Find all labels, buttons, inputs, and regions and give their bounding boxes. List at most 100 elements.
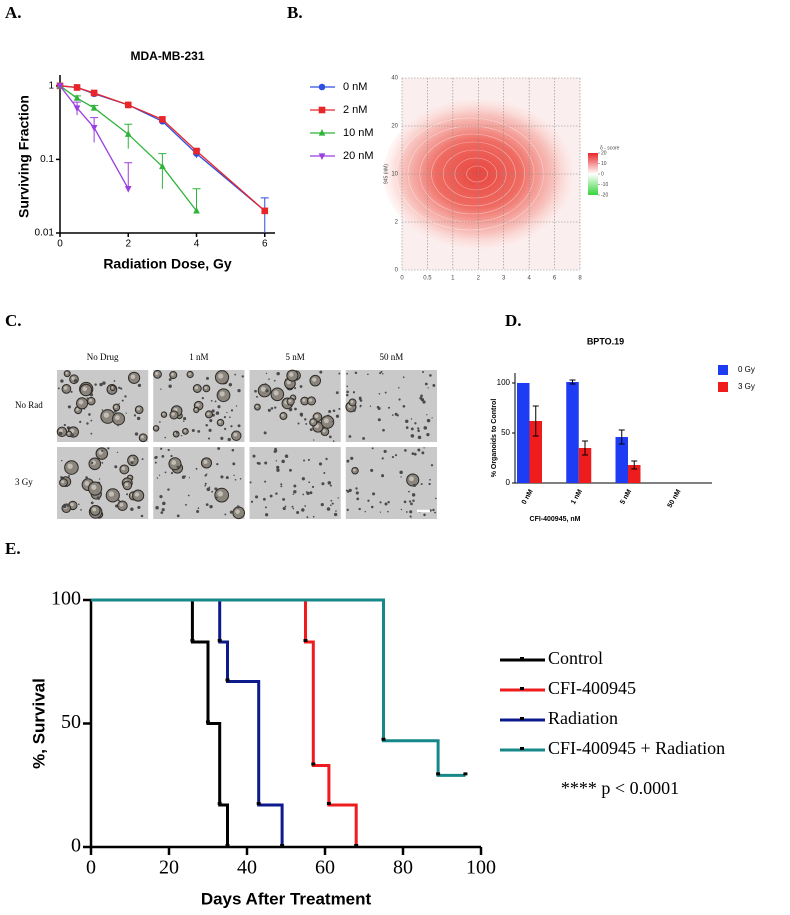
censor-mark	[354, 844, 359, 847]
colorbar-label: δ - score	[600, 145, 620, 151]
organoid-core	[281, 413, 285, 417]
organoid	[413, 452, 417, 456]
legend-label: 0 nM	[343, 81, 367, 93]
organoid	[134, 432, 139, 436]
organoid	[421, 451, 425, 455]
organoid	[329, 435, 332, 439]
organoid	[318, 462, 323, 466]
organoid-core	[162, 412, 165, 416]
organoid	[187, 494, 190, 497]
annotation: **** p < 0.0001	[561, 778, 679, 798]
organoid	[367, 499, 370, 502]
organoid-core	[71, 376, 75, 381]
organoid	[204, 484, 207, 487]
organoid	[405, 419, 409, 423]
organoid	[420, 483, 423, 485]
organoid	[228, 383, 233, 387]
organoid	[419, 396, 423, 400]
organoid	[265, 513, 269, 517]
organoid	[294, 407, 297, 411]
organoid	[398, 398, 401, 401]
organoid	[387, 510, 389, 513]
organoid	[329, 484, 332, 487]
y-tick-label: 2	[395, 220, 399, 226]
organoid	[381, 457, 384, 460]
organoid	[234, 373, 237, 376]
organoid	[292, 493, 295, 495]
x-tick-label: 50 nM	[667, 488, 683, 509]
organoid	[432, 508, 435, 512]
organoid	[206, 376, 209, 380]
organoid	[394, 454, 398, 457]
organoid	[429, 478, 431, 481]
organoid	[331, 420, 333, 423]
organoid	[159, 421, 161, 423]
marker	[124, 130, 132, 137]
x-axis-label: Days After Treatment	[201, 889, 372, 908]
organoid	[168, 378, 172, 381]
organoid-core	[217, 491, 224, 497]
organoid	[327, 481, 332, 485]
organoid-core	[206, 412, 210, 416]
organoid	[304, 418, 307, 421]
x-tick-label: 40	[237, 857, 257, 879]
organoid-core	[171, 372, 174, 376]
organoid-core	[70, 502, 74, 507]
organoid	[346, 372, 348, 375]
colorbar-tick-label: -10	[601, 182, 608, 188]
organoid	[370, 468, 374, 472]
column-label: 1 nM	[189, 352, 208, 362]
organoid	[307, 458, 310, 461]
organoid	[402, 376, 405, 379]
organoid	[66, 503, 70, 507]
organoid-core	[188, 372, 191, 376]
y-tick-label: 20	[391, 124, 398, 130]
x-tick-label: 8	[578, 276, 582, 282]
organoid	[420, 394, 423, 398]
organoid	[296, 510, 300, 515]
organoid	[346, 490, 350, 493]
organoid	[90, 432, 93, 435]
organoid	[350, 456, 354, 460]
organoid	[338, 407, 341, 410]
x-tick-label: 4	[527, 276, 531, 282]
colorbar-tick-label: 20	[601, 150, 607, 156]
organoid	[125, 412, 127, 414]
legend-label: Control	[548, 648, 603, 668]
organoid	[308, 481, 311, 484]
organoid-core	[218, 373, 224, 379]
organoid	[304, 505, 307, 507]
organoid	[160, 447, 163, 450]
x-tick-label: 0	[400, 276, 404, 282]
organoid	[379, 501, 382, 504]
x-tick-label: 0.5	[423, 276, 432, 282]
chart-title: BPTO.19	[587, 336, 624, 346]
legend-swatch	[718, 382, 728, 392]
organoid	[403, 500, 407, 504]
error-bar	[631, 460, 638, 470]
organoid	[162, 501, 166, 506]
organoid-core	[194, 386, 199, 390]
organoid-core	[111, 386, 114, 389]
organoid	[379, 372, 382, 375]
organoid	[312, 515, 315, 518]
organoid	[371, 447, 374, 450]
organoid	[428, 482, 431, 486]
marker	[318, 153, 326, 160]
marker	[56, 83, 64, 90]
organoid	[408, 490, 410, 493]
organoid	[252, 454, 256, 458]
censor-mark	[280, 844, 285, 847]
organoid	[377, 418, 381, 422]
y-tick-label: 10	[391, 172, 398, 178]
organoid	[68, 475, 71, 478]
organoid	[411, 452, 415, 455]
organoid	[431, 417, 433, 419]
organoid	[346, 385, 349, 388]
organoid	[410, 434, 415, 438]
organoid	[417, 448, 421, 452]
organoid	[208, 486, 211, 488]
error-bar	[532, 405, 539, 437]
organoid	[217, 405, 221, 409]
series-line	[91, 598, 284, 847]
